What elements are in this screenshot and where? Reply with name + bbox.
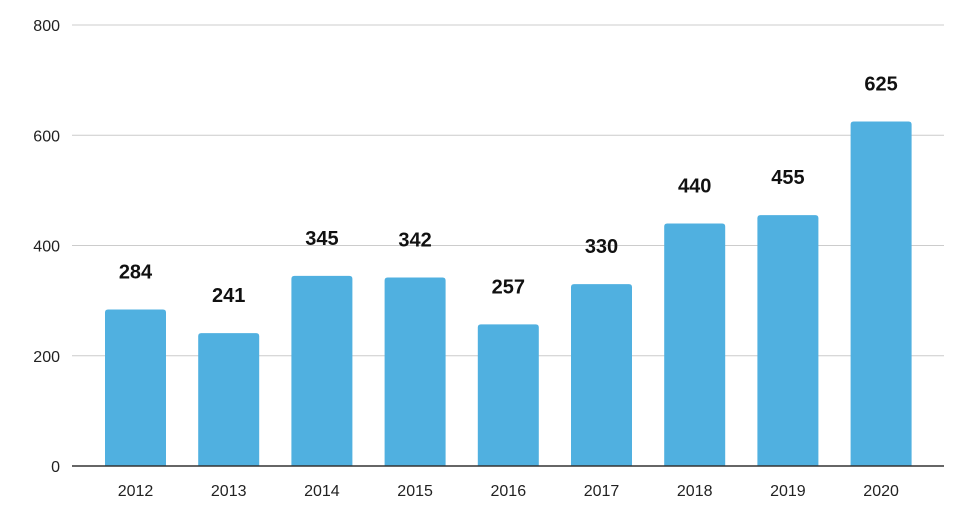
bar-2015 bbox=[384, 277, 446, 466]
y-tick-label: 600 bbox=[33, 128, 60, 145]
data-label-2013: 241 bbox=[212, 285, 245, 307]
x-tick-label: 2018 bbox=[677, 483, 713, 500]
data-label-2019: 455 bbox=[771, 167, 804, 189]
data-label-2014: 345 bbox=[305, 228, 338, 250]
bar-2012 bbox=[105, 309, 166, 466]
data-label-2017: 330 bbox=[585, 236, 618, 258]
bar-2014 bbox=[291, 275, 353, 466]
x-tick-label: 2014 bbox=[304, 483, 340, 500]
x-tick-label: 2015 bbox=[397, 483, 433, 500]
y-tick-label: 800 bbox=[33, 18, 60, 35]
y-tick-label: 0 bbox=[51, 459, 60, 476]
bar-2017 bbox=[571, 284, 632, 466]
x-axis-ticks: 2012 2013 2014 2015 2016 2017 2018 2019 2020 bbox=[118, 483, 899, 500]
data-label-2012: 284 bbox=[119, 261, 153, 283]
x-tick-label: 2020 bbox=[863, 483, 899, 500]
bar-2013 bbox=[198, 333, 260, 466]
x-tick-label: 2012 bbox=[118, 483, 154, 500]
x-tick-label: 2016 bbox=[491, 483, 527, 500]
data-label-2016: 257 bbox=[492, 276, 525, 298]
bar-2020 bbox=[850, 121, 912, 466]
data-labels: 284 241 345 342 257 330 440 455 625 bbox=[119, 73, 898, 307]
bar-2018 bbox=[664, 223, 726, 466]
bars bbox=[105, 121, 912, 466]
bar-2016 bbox=[477, 324, 539, 466]
data-label-2020: 625 bbox=[864, 73, 897, 95]
x-tick-label: 2017 bbox=[584, 483, 620, 500]
x-tick-label: 2019 bbox=[770, 483, 806, 500]
data-label-2015: 342 bbox=[398, 229, 431, 251]
y-tick-label: 400 bbox=[33, 239, 60, 256]
bar-2019 bbox=[757, 215, 819, 466]
data-label-2018: 440 bbox=[678, 175, 711, 197]
y-tick-label: 200 bbox=[33, 349, 60, 366]
x-tick-label: 2013 bbox=[211, 483, 247, 500]
y-axis-ticks: 0 200 400 600 800 bbox=[33, 18, 60, 476]
